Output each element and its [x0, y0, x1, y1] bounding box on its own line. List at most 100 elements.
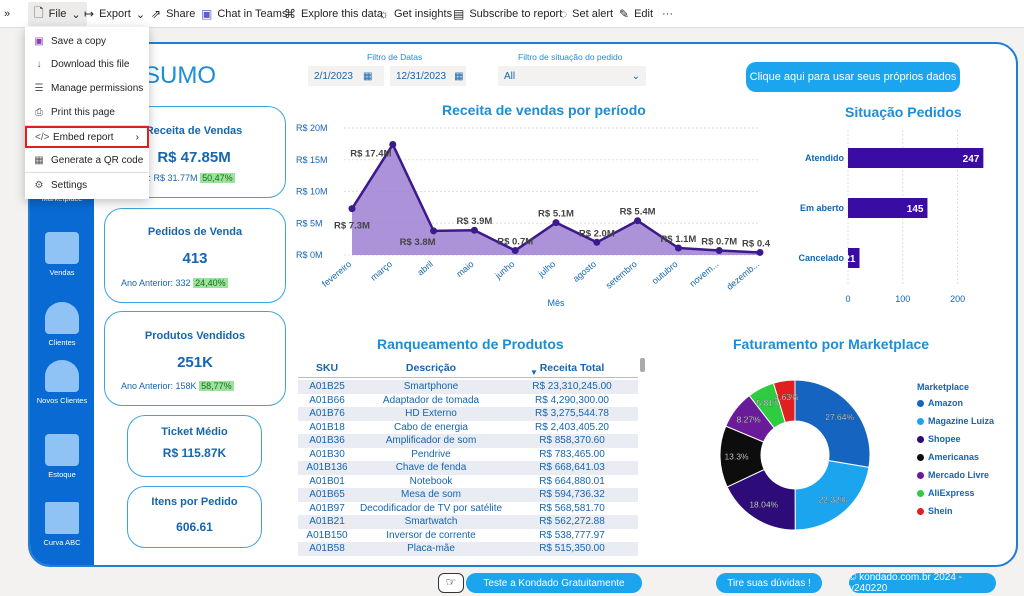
legend-item[interactable]: Shein: [917, 506, 953, 516]
data-point: [511, 247, 519, 255]
col-header-descricao[interactable]: Descrição: [405, 361, 457, 374]
data-label: R$ 0.4M: [742, 238, 770, 249]
cell-receita: R$ 2,403,405.20: [535, 421, 609, 433]
table-row[interactable]: A01B136 Chave de fenda R$ 668,641.03: [298, 461, 638, 475]
legend-label: Magazine Luiza: [928, 416, 995, 426]
date-from-input[interactable]: 2/1/2023 ▦: [308, 66, 384, 86]
chevron-down-icon: ⌄: [631, 70, 640, 82]
category-label: Cancelado: [798, 253, 844, 263]
kpi-produtos: Produtos Vendidos 251K Ano Anterior: 158…: [104, 311, 286, 406]
menu-item-settings[interactable]: ⚙ Settings: [34, 179, 88, 191]
table-row[interactable]: A01B97 Decodificador de TV por satélite R$…: [298, 502, 638, 516]
menu-item-print[interactable]: ⎙ Print this page: [35, 106, 115, 118]
legend-item[interactable]: Shopee: [917, 434, 961, 444]
faq-button[interactable]: Tire suas dúvidas !: [716, 573, 822, 593]
cell-receita: R$ 594,736.32: [539, 489, 605, 501]
x-tick-label: abril: [415, 259, 434, 278]
chat-in-teams-button[interactable]: ▣ Chat in Teams: [201, 7, 288, 21]
date-to-input[interactable]: 12/31/2023 ▦: [390, 66, 466, 86]
table-row[interactable]: A01B150 Inversor de corrente R$ 538,777.97: [298, 529, 638, 543]
table-row[interactable]: A01B65 Mesa de som R$ 594,736.32: [298, 488, 638, 502]
x-tick-label: 100: [895, 294, 910, 304]
menu-item-embed-report[interactable]: </> Embed report ›: [25, 126, 149, 148]
x-tick-label: março: [368, 259, 394, 283]
cell-descricao: Cabo de energia: [394, 421, 468, 433]
more-options-button[interactable]: ···: [662, 8, 673, 20]
table-row[interactable]: A01B25 Smartphone R$ 23,310,245.00: [298, 380, 638, 394]
y-tick-label: R$ 15M: [296, 155, 328, 165]
line-chart-title: Receita de vendas por período: [442, 102, 646, 118]
date-filter-label: Filtro de Datas: [367, 52, 423, 62]
calendar-icon: ▦: [362, 70, 373, 82]
nav-item-curva-abc[interactable]: Curva ABC: [30, 502, 94, 547]
kpi-pedidos: Pedidos de Venda 413 Ano Anterior: 332 2…: [104, 208, 286, 303]
cell-descricao: Amplificador de som: [385, 435, 477, 447]
category-label: Atendido: [805, 153, 844, 163]
slice-label: 22.32%: [818, 495, 847, 505]
legend-item[interactable]: Amazon: [917, 398, 963, 408]
x-axis-label: Mês: [547, 298, 565, 308]
x-tick-label: dezemb...: [725, 259, 762, 292]
table-row[interactable]: A01B76 HD Externo R$ 3,275,544.78: [298, 407, 638, 421]
free-trial-button[interactable]: Teste a Kondado Gratuitamente: [466, 573, 642, 593]
table-row[interactable]: A01B21 Smartwatch R$ 562,272.88: [298, 515, 638, 529]
expand-pane-icon[interactable]: »: [4, 8, 11, 20]
file-menu-button[interactable]: 🗋 File ⌄: [28, 2, 87, 26]
status-filter-dropdown[interactable]: All ⌄: [498, 66, 646, 86]
chevron-down-icon: ⌄: [135, 8, 146, 21]
x-tick-label: agosto: [571, 259, 598, 284]
table-row[interactable]: A01B30 Pendrive R$ 783,465.00: [298, 448, 638, 462]
legend-item[interactable]: AliExpress: [917, 488, 975, 498]
x-tick-label: novem...: [688, 259, 721, 289]
menu-divider: [25, 125, 149, 126]
cell-sku: A01B65: [309, 489, 345, 501]
data-label: R$ 17.4M: [350, 149, 391, 160]
user-icon: [45, 302, 79, 334]
col-header-sku[interactable]: SKU: [315, 361, 339, 374]
growth-badge: 50,47%: [200, 173, 235, 183]
menu-item-save-copy[interactable]: ▣ Save a copy: [34, 35, 107, 47]
legend-item[interactable]: Mercado Livre: [917, 470, 989, 480]
get-insights-button[interactable]: ☼ Get insights: [378, 7, 453, 21]
x-tick-label: julho: [536, 259, 558, 280]
explore-data-button[interactable]: ⌘ Explore this data: [284, 7, 383, 21]
cell-descricao: Decodificador de TV por satélite: [359, 502, 503, 514]
slice-label: 8.27%: [737, 414, 762, 424]
menu-item-download[interactable]: ↓ Download this file: [25, 53, 149, 75]
bar: [848, 198, 928, 218]
donut-slice: [794, 379, 871, 468]
nav-item-novos-clientes[interactable]: Novos Clientes: [30, 360, 94, 405]
table-row[interactable]: A01B66 Adaptador de tomada R$ 4,290,300.00: [298, 394, 638, 408]
gear-icon: ⚙: [34, 179, 44, 191]
cell-sku: A01B97: [309, 502, 345, 514]
nav-item-vendas[interactable]: Vendas: [30, 232, 94, 277]
copyright-badge[interactable]: © kondado.com.br 2024 - v240220: [849, 572, 996, 594]
export-icon: ↦: [84, 7, 95, 21]
subscribe-button[interactable]: ▤ Subscribe to report: [453, 7, 563, 21]
export-button[interactable]: ↦ Export ⌄: [84, 7, 146, 21]
data-point: [674, 244, 682, 252]
nav-item-clientes[interactable]: Clientes: [30, 302, 94, 347]
nav-item-estoque[interactable]: Estoque: [30, 434, 94, 479]
cell-receita: R$ 668,641.03: [539, 462, 605, 474]
table-row[interactable]: A01B36 Amplificador de som R$ 858,370.60: [298, 434, 638, 448]
table-row[interactable]: A01B58 Placa-mãe R$ 515,350.00: [298, 542, 638, 556]
table-scrollbar[interactable]: [640, 358, 645, 372]
menu-item-permissions[interactable]: ☰ Manage permissions: [34, 82, 144, 94]
use-own-data-button[interactable]: Clique aqui para usar seus próprios dado…: [746, 62, 960, 92]
set-alert-button[interactable]: ◌ Set alert: [560, 7, 614, 21]
col-header-receita[interactable]: Receita Total: [539, 361, 605, 374]
bar-chart-icon: [45, 232, 79, 264]
x-tick-label: setembro: [604, 259, 639, 291]
legend-item[interactable]: Magazine Luiza: [917, 416, 994, 426]
legend-label: Americanas: [928, 452, 980, 462]
marketplace-donut-chart: 27.64% 22.32% 18.04% 13.3% 8.27% 5.81%4.63%: [719, 379, 871, 531]
cell-sku: A01B01: [309, 475, 345, 487]
table-row[interactable]: A01B01 Notebook R$ 664,880.01: [298, 475, 638, 489]
edit-button[interactable]: ✎ Edit: [619, 7, 654, 21]
chevron-right-icon: ›: [135, 131, 139, 143]
legend-item[interactable]: Americanas: [917, 452, 979, 462]
table-row[interactable]: A01B18 Cabo de energia R$ 2,403,405.20: [298, 421, 638, 435]
share-button[interactable]: ⇗ Share: [151, 7, 196, 21]
menu-item-qr-code[interactable]: ▦ Generate a QR code: [34, 154, 144, 166]
